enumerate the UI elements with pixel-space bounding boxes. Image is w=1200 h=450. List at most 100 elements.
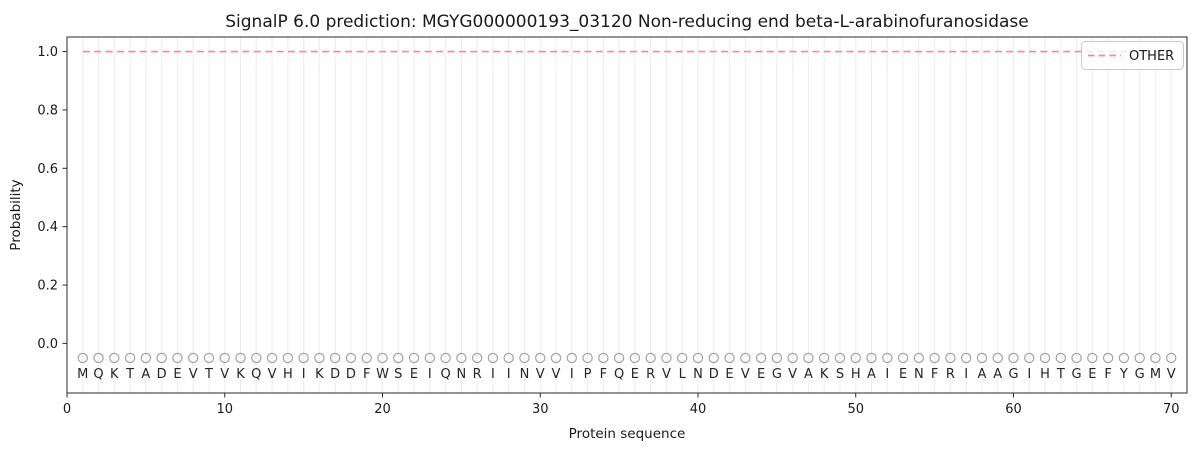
residue-letter: H xyxy=(283,367,293,382)
residue-letter: I xyxy=(428,367,432,382)
residue-letter: A xyxy=(867,367,876,382)
residue-letter: Q xyxy=(440,367,450,382)
residue-marker xyxy=(724,352,735,364)
residue-letter: G xyxy=(1008,367,1018,382)
residue-letter: A xyxy=(141,367,150,382)
residue-letter: G xyxy=(1072,367,1082,382)
residue-letter: Q xyxy=(93,367,103,382)
residue-marker xyxy=(708,352,719,364)
residue-marker xyxy=(424,352,436,364)
residue-letter: V xyxy=(536,367,545,382)
residue-marker xyxy=(1071,352,1082,364)
residue-marker xyxy=(582,352,593,364)
residue-letter: N xyxy=(914,367,924,382)
residue-letter: D xyxy=(346,367,356,382)
residue-letter: Q xyxy=(614,367,624,382)
residue-marker xyxy=(487,352,499,364)
residue-marker xyxy=(613,352,625,364)
x-tick-label: 50 xyxy=(847,402,864,417)
residue-marker xyxy=(771,352,783,364)
residue-letter: V xyxy=(552,367,561,382)
gridlines xyxy=(82,37,1172,393)
residue-letter: N xyxy=(520,367,530,382)
residue-marker xyxy=(77,352,88,364)
residue-letter: I xyxy=(885,367,889,382)
residue-letter: I xyxy=(302,367,306,382)
residue-letter: A xyxy=(993,367,1002,382)
residue-letter: F xyxy=(931,367,938,382)
residue-letter: A xyxy=(804,367,813,382)
residue-letter: T xyxy=(125,367,134,382)
residue-marker xyxy=(1024,352,1035,364)
residue-letter: V xyxy=(220,367,229,382)
residue-marker xyxy=(645,352,656,364)
residue-marker xyxy=(1055,352,1067,364)
residue-letter: E xyxy=(173,367,181,382)
residue-marker xyxy=(93,352,104,364)
residue-letter: G xyxy=(772,367,782,382)
x-tick-label: 40 xyxy=(690,402,707,417)
residue-letter: S xyxy=(394,367,402,382)
residue-marker xyxy=(1102,352,1114,364)
residue-letter: F xyxy=(363,367,370,382)
residue-marker xyxy=(929,352,940,364)
residue-letter: I xyxy=(507,367,511,382)
residue-marker xyxy=(1039,352,1051,364)
legend-box xyxy=(1081,41,1184,70)
residue-marker xyxy=(440,352,451,364)
residue-letter: L xyxy=(679,367,687,382)
residue-letter: V xyxy=(662,367,671,382)
residue-letter: D xyxy=(709,367,719,382)
residue-marker xyxy=(172,352,183,364)
residue-letter: D xyxy=(157,367,167,382)
residue-letter: H xyxy=(1040,367,1050,382)
residue-letter: V xyxy=(268,367,277,382)
residue-letter: R xyxy=(646,367,655,382)
residue-letter: V xyxy=(741,367,750,382)
residue-letter: T xyxy=(204,367,213,382)
residue-letter: K xyxy=(820,367,829,382)
residue-letter: D xyxy=(330,367,340,382)
residue-marker xyxy=(740,352,751,364)
residue-marker xyxy=(408,352,420,364)
residue-marker xyxy=(1166,352,1177,364)
residue-marker xyxy=(1150,352,1161,364)
residue-marker xyxy=(329,352,341,364)
x-axis-label: Protein sequence xyxy=(569,426,686,442)
residue-marker xyxy=(960,352,972,364)
residue-letter: E xyxy=(410,367,418,382)
residue-marker xyxy=(251,352,262,364)
residue-marker xyxy=(913,352,925,364)
residue-marker xyxy=(471,352,483,364)
residue-marker xyxy=(1087,352,1098,364)
residue-letter: M xyxy=(77,367,88,382)
y-axis-ticks: 0.0 0.2 0.4 0.6 0.8 1.0 xyxy=(37,45,67,352)
residue-marker xyxy=(519,352,530,364)
y-axis-label: Probability xyxy=(8,179,24,250)
residue-marker xyxy=(456,352,467,364)
residue-marker xyxy=(377,352,388,364)
residue-letter: T xyxy=(1056,367,1065,382)
residue-letter: E xyxy=(757,367,765,382)
residue-marker xyxy=(976,352,988,364)
residue-marker xyxy=(566,352,577,364)
residue-letter: E xyxy=(1088,367,1096,382)
residue-letter: Q xyxy=(251,367,261,382)
residue-marker xyxy=(109,352,120,364)
y-tick-label: 0.4 xyxy=(37,220,58,235)
residue-marker xyxy=(235,352,246,364)
x-axis-ticks: 0 10 20 30 40 50 60 70 xyxy=(63,393,1179,417)
residue-marker xyxy=(550,352,562,364)
residue-letter: F xyxy=(1104,367,1111,382)
residue-marker xyxy=(393,352,404,364)
residue-letter: E xyxy=(725,367,733,382)
x-tick-label: 20 xyxy=(374,402,391,417)
legend: OTHER xyxy=(1081,41,1184,70)
residue-letter: V xyxy=(788,367,797,382)
residue-marker xyxy=(1118,352,1130,364)
residue-letter: P xyxy=(584,367,592,382)
x-tick-label: 0 xyxy=(63,402,71,417)
residue-letter: N xyxy=(456,367,466,382)
